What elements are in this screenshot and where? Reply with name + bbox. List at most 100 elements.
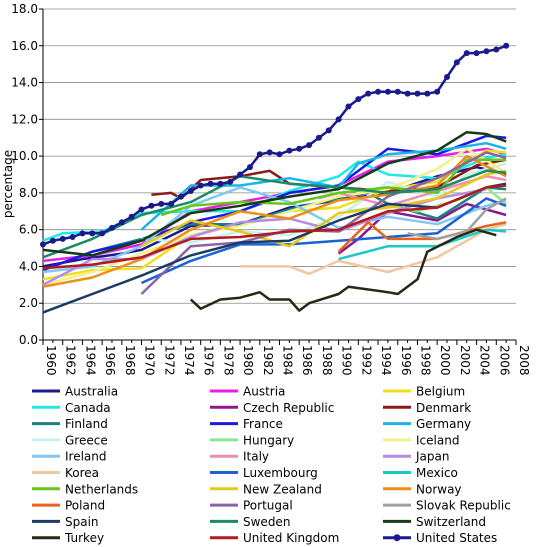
- data-point-united-states: [414, 90, 421, 97]
- legend-label-japan: Japan: [415, 450, 449, 464]
- data-point-united-states: [453, 59, 460, 66]
- legend-label-united-states: United States: [416, 531, 497, 545]
- x-tick-label: 1992: [359, 345, 373, 376]
- legend-label-denmark: Denmark: [416, 401, 471, 415]
- data-point-united-states: [79, 230, 86, 237]
- series-line-czech-republic: [337, 202, 507, 255]
- data-point-united-states: [384, 88, 391, 95]
- data-point-united-states: [118, 219, 125, 226]
- legend-label-poland: Poland: [65, 499, 105, 513]
- x-tick-label: 1988: [320, 345, 334, 376]
- legend-label-norway: Norway: [416, 482, 462, 496]
- series-line-norway: [42, 154, 507, 288]
- data-point-united-states: [89, 230, 96, 237]
- series-line-germany: [140, 141, 507, 231]
- x-tick-label: 1996: [399, 345, 413, 376]
- x-tick-label: 2000: [438, 345, 452, 376]
- legend-label-finland: Finland: [65, 417, 108, 431]
- data-point-united-states: [148, 202, 155, 209]
- legend-label-sweden: Sweden: [243, 515, 290, 529]
- y-tick-label: 0.0: [19, 333, 38, 347]
- series-line-slovak-republic: [407, 197, 507, 241]
- data-point-united-states: [463, 50, 470, 57]
- series-line-ireland: [42, 186, 507, 274]
- x-tick-label: 1978: [221, 345, 235, 376]
- axes: [39, 8, 517, 345]
- data-point-united-states: [207, 180, 214, 187]
- data-point-united-states: [266, 149, 273, 156]
- data-point-united-states: [434, 88, 441, 95]
- series-line-switzerland: [42, 130, 507, 257]
- y-tick-label: 8.0: [19, 186, 38, 200]
- data-point-united-states: [276, 151, 283, 158]
- data-point-united-states: [404, 90, 411, 97]
- data-point-united-states: [158, 200, 165, 207]
- legend-label-belgium: Belgium: [416, 385, 465, 399]
- data-point-united-states: [335, 116, 342, 123]
- x-tick-label: 1960: [44, 345, 58, 376]
- series-line-turkey: [189, 228, 497, 312]
- data-point-united-states: [256, 151, 263, 158]
- data-point-united-states: [315, 134, 322, 141]
- x-tick-label: 1968: [123, 345, 137, 376]
- series-line-korea: [240, 222, 507, 276]
- data-point-united-states: [217, 180, 224, 187]
- legend-label-iceland: Iceland: [416, 433, 459, 447]
- x-tick-label: 1994: [379, 345, 393, 376]
- data-point-united-states: [444, 74, 451, 81]
- series-line-poland: [337, 221, 507, 253]
- legend-label-mexico: Mexico: [416, 466, 458, 480]
- data-point-united-states: [59, 235, 66, 242]
- series-line-luxembourg: [140, 197, 507, 285]
- x-tick-label: 1976: [202, 345, 216, 376]
- x-tick-label: 2008: [517, 345, 531, 376]
- series-line-netherlands: [160, 158, 507, 217]
- legend-label-germany: Germany: [416, 417, 471, 431]
- data-point-united-states: [345, 103, 352, 110]
- data-point-united-states: [69, 234, 76, 241]
- data-point-united-states: [187, 188, 194, 195]
- y-tick-label: 4.0: [19, 259, 38, 273]
- series-line-united-kingdom: [42, 184, 507, 270]
- series-line-sweden: [42, 169, 507, 259]
- data-point-united-states: [375, 88, 382, 95]
- series-layer: [40, 42, 510, 314]
- data-point-united-states: [503, 42, 510, 49]
- data-point-united-states: [306, 142, 313, 149]
- x-tick-label: 1990: [340, 345, 354, 376]
- x-tick-label: 2004: [478, 345, 492, 376]
- legend-label-new-zealand: New Zealand: [243, 482, 322, 496]
- data-point-united-states: [493, 46, 500, 53]
- legend-label-spain: Spain: [65, 515, 99, 529]
- data-point-united-states: [99, 230, 106, 237]
- data-point-united-states: [286, 147, 293, 154]
- x-tick-label: 2002: [458, 345, 472, 376]
- legend-label-greece: Greece: [65, 433, 108, 447]
- data-point-united-states: [128, 213, 135, 220]
- y-axis-label: percentage: [1, 150, 15, 218]
- data-point-united-states: [365, 90, 372, 97]
- y-tick-label: 6.0: [19, 223, 38, 237]
- x-tick-labels: 1960 1962 1964 1966 1968 1970 1972 1974 1976 1978…: [44, 345, 531, 376]
- x-tick-label: 1974: [182, 345, 196, 376]
- data-point-united-states: [483, 48, 490, 55]
- legend-label-switzerland: Switzerland: [416, 515, 486, 529]
- legend-label-slovak-republic: Slovak Republic: [416, 499, 511, 513]
- data-point-united-states: [197, 182, 204, 189]
- legend-label-czech-republic: Czech Republic: [243, 401, 334, 415]
- y-tick-label: 18.0: [11, 2, 38, 16]
- y-tick-label: 14.0: [11, 76, 38, 90]
- data-point-united-states: [325, 127, 332, 134]
- x-tick-label: 1964: [83, 345, 97, 376]
- legend-label-netherlands: Netherlands: [65, 482, 138, 496]
- data-point-united-states: [394, 88, 401, 95]
- series-line-portugal: [140, 151, 507, 295]
- y-tick-labels: 0.0 2.0 4.0 6.0 8.0 10.0 12.0 14.0 16.0 18.0: [11, 2, 38, 347]
- data-point-united-states: [40, 241, 46, 248]
- legend: Australia Austria Belgium Canada Czech Repub…: [32, 385, 511, 545]
- legend-label-austria: Austria: [243, 385, 285, 399]
- legend-marker-united-states: [393, 534, 401, 542]
- legend-label-korea: Korea: [65, 466, 99, 480]
- legend-label-hungary: Hungary: [243, 433, 294, 447]
- legend-label-ireland: Ireland: [65, 450, 107, 464]
